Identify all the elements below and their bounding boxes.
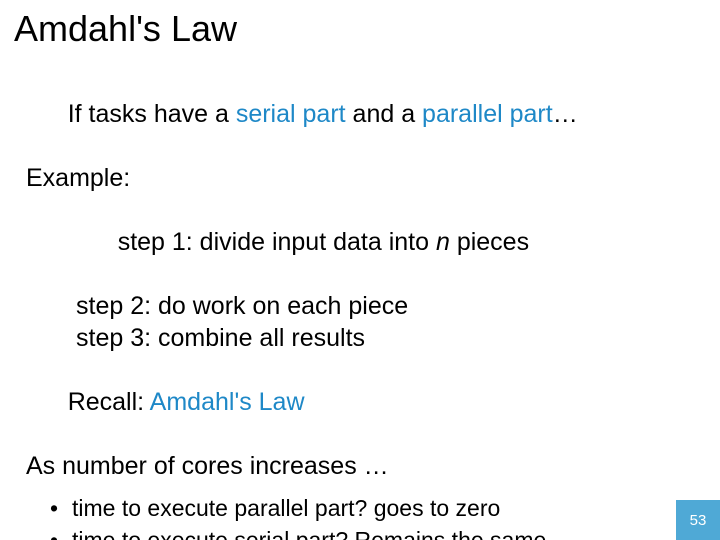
- line-example: Example:: [26, 162, 706, 194]
- line-asnum: As number of cores increases …: [26, 450, 706, 482]
- text-amdahl: Amdahl's Law: [150, 388, 305, 416]
- body-text: If tasks have a serial part and a parall…: [14, 66, 706, 482]
- bullet-marker-icon: •: [50, 492, 72, 524]
- text-parallel-part: parallel part: [422, 100, 553, 128]
- slide: Amdahl's Law If tasks have a serial part…: [0, 0, 720, 540]
- bullet-answer: Remains the same: [355, 527, 547, 540]
- text-segment: If tasks have a: [68, 100, 236, 128]
- bullet-marker-icon: •: [50, 524, 72, 540]
- bullet-question: time to execute serial part?: [72, 527, 355, 540]
- text-n-italic: n: [436, 228, 450, 256]
- bullet-text: time to execute parallel part? goes to z…: [72, 492, 500, 524]
- line-step2: step 2: do work on each piece: [26, 290, 706, 322]
- bullet-answer: goes to zero: [374, 495, 501, 521]
- text-serial-part: serial part: [236, 100, 346, 128]
- line-recall: Recall: Amdahl's Law: [26, 354, 706, 450]
- bullet-text: time to execute serial part? Remains the…: [72, 524, 546, 540]
- text-segment: and a: [346, 100, 422, 128]
- line-step1: step 1: divide input data into n pieces: [26, 194, 706, 290]
- text-segment: …: [553, 100, 578, 128]
- text-segment: Recall:: [68, 388, 150, 416]
- text-segment: step 1: divide input data into: [118, 228, 436, 256]
- slide-title: Amdahl's Law: [14, 8, 706, 50]
- bullet-item: • time to execute serial part? Remains t…: [50, 524, 706, 540]
- bullet-question: time to execute parallel part?: [72, 495, 374, 521]
- bullet-list: • time to execute parallel part? goes to…: [14, 492, 706, 540]
- line-step3: step 3: combine all results: [26, 322, 706, 354]
- page-number-badge: 53: [676, 500, 720, 540]
- line-intro: If tasks have a serial part and a parall…: [26, 66, 706, 162]
- text-segment: pieces: [450, 228, 529, 256]
- bullet-item: • time to execute parallel part? goes to…: [50, 492, 706, 524]
